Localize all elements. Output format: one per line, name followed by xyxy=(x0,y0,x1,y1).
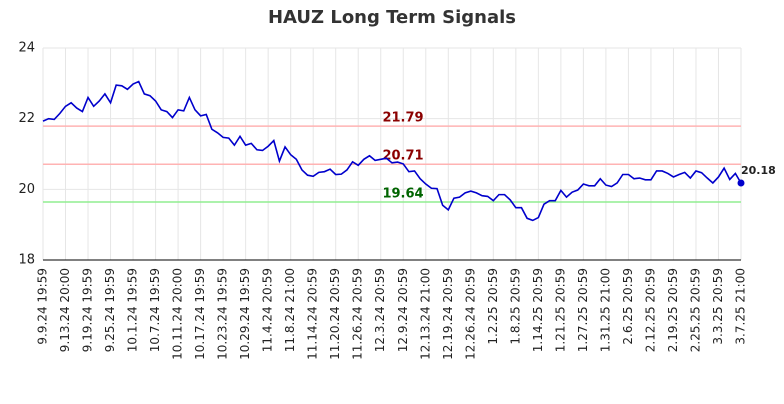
x-tick-label: 12.26.24 20:59 xyxy=(463,268,477,360)
x-tick-label: 1.31.25 21:00 xyxy=(598,268,612,352)
x-tick-label: 2.12.25 20:59 xyxy=(643,268,657,352)
reference-label: 21.79 xyxy=(382,111,423,126)
x-tick-label: 2.6.25 20:59 xyxy=(621,268,635,345)
y-tick-label: 24 xyxy=(18,41,35,56)
x-tick-label: 9.13.24 20:00 xyxy=(58,268,72,352)
x-tick-label: 10.11.24 20:00 xyxy=(171,268,185,360)
x-tick-label: 1.21.25 20:59 xyxy=(553,268,567,352)
x-tick-label: 10.1.24 19:59 xyxy=(126,268,140,352)
x-tick-label: 3.7.25 21:00 xyxy=(734,268,748,345)
x-tick-label: 10.7.24 19:59 xyxy=(148,268,162,352)
x-tick-label: 11.20.24 20:59 xyxy=(328,268,342,360)
x-tick-label: 3.3.25 20:59 xyxy=(711,268,725,345)
x-tick-label: 9.19.24 19:59 xyxy=(81,268,95,352)
chart-title: HAUZ Long Term Signals xyxy=(268,7,516,28)
y-tick-label: 20 xyxy=(18,182,35,197)
x-tick-label: 2.19.25 20:59 xyxy=(666,268,680,352)
y-tick-label: 18 xyxy=(18,253,35,268)
x-tick-label: 10.23.24 19:59 xyxy=(216,268,230,360)
price-line xyxy=(42,80,742,222)
x-tick-label: 2.25.25 20:59 xyxy=(688,268,702,352)
x-tick-label: 12.3.24 20:59 xyxy=(373,268,387,352)
last-point xyxy=(737,179,745,187)
x-tick-label: 1.27.25 20:59 xyxy=(576,268,590,352)
x-tick-label: 10.17.24 19:59 xyxy=(193,268,207,360)
x-tick-label: 12.9.24 20:59 xyxy=(396,268,410,352)
x-tick-label: 9.9.24 19:59 xyxy=(36,268,50,345)
x-tick-label: 1.2.25 20:59 xyxy=(486,268,500,345)
x-tick-label: 1.14.25 20:59 xyxy=(531,268,545,352)
x-tick-label: 11.4.24 20:59 xyxy=(261,268,275,352)
x-tick-label: 11.26.24 20:59 xyxy=(351,268,365,360)
x-tick-label: 9.25.24 19:59 xyxy=(103,268,117,352)
y-tick-label: 22 xyxy=(18,111,35,126)
x-tick-label: 11.14.24 20:59 xyxy=(306,268,320,360)
last-value-label: 20.18 xyxy=(741,164,776,177)
x-tick-label: 11.8.24 21:00 xyxy=(283,268,297,352)
x-tick-label: 12.19.24 20:59 xyxy=(441,268,455,360)
x-tick-label: 12.13.24 21:00 xyxy=(418,268,432,360)
reference-label: 20.71 xyxy=(382,149,423,164)
reference-label: 19.64 xyxy=(382,187,423,202)
x-tick-label: 1.8.25 20:59 xyxy=(508,268,522,345)
x-tick-label: 10.29.24 19:59 xyxy=(238,268,252,360)
